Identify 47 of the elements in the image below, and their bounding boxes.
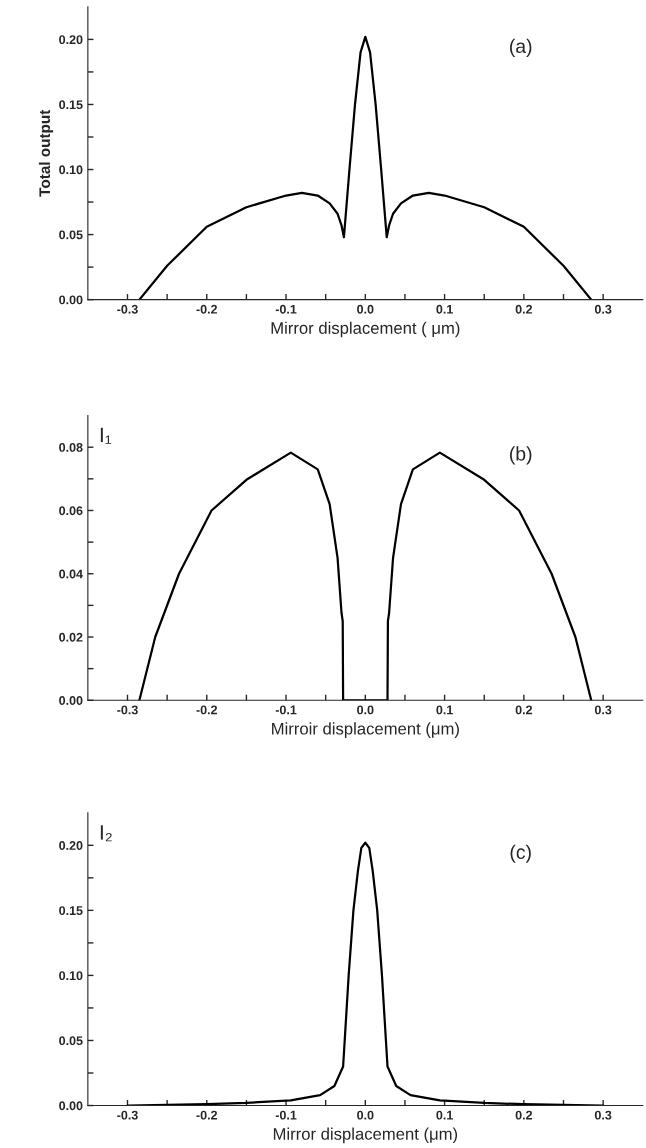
x-tick-label: 0.2 <box>515 1110 533 1120</box>
y-tick-label: 0.04 <box>59 569 83 579</box>
y-tick-label: 0.15 <box>59 100 83 110</box>
y-tick-label: 0.08 <box>59 443 83 452</box>
y-tick-label: 0.06 <box>59 506 83 516</box>
annotation: (a) <box>510 38 532 57</box>
annotation: (b) <box>510 446 532 465</box>
line-series <box>138 35 593 300</box>
line-series <box>126 841 605 1106</box>
y-tick-label: 0.15 <box>59 906 83 916</box>
x-tick-label: 0.0 <box>357 304 374 314</box>
y-tick-label: 0.05 <box>59 1036 83 1046</box>
y-tick-label: 0.00 <box>59 1101 83 1111</box>
x-axis-title: Mirroir displacement (μm) <box>272 722 459 738</box>
x-tick-label: -0.1 <box>275 304 297 314</box>
x-axis-title: Mirror displacement (μm) <box>273 1127 458 1144</box>
x-tick-label: -0.2 <box>196 304 218 314</box>
y-tick-label: 0.20 <box>59 35 83 45</box>
x-tick-label: 0.0 <box>357 705 374 715</box>
x-tick-label: -0.2 <box>196 705 218 715</box>
x-tick-label: -0.3 <box>117 304 138 314</box>
y-axis-title: I₂ <box>100 825 112 842</box>
annotation: (c) <box>510 844 531 863</box>
x-tick-label: -0.2 <box>196 1110 218 1120</box>
y-tick-label: 0.10 <box>59 971 83 981</box>
y-tick-label: 0.02 <box>59 632 83 642</box>
x-tick-label: -0.3 <box>117 705 138 715</box>
y-tick-label: 0.00 <box>59 295 83 305</box>
y-tick-label: 0.10 <box>59 165 83 175</box>
x-tick-label: -0.1 <box>275 705 297 715</box>
x-tick-label: 0.1 <box>436 304 453 314</box>
x-tick-label: 0.3 <box>594 1110 612 1120</box>
x-tick-label: 0.2 <box>515 304 533 314</box>
y-axis-title: Total output <box>38 109 54 197</box>
x-tick-label: -0.3 <box>117 1110 138 1120</box>
y-tick-label: 0.05 <box>59 230 83 240</box>
x-tick-label: 0.1 <box>436 1110 453 1120</box>
x-tick-label: 0.2 <box>515 705 533 715</box>
x-tick-label: -0.1 <box>275 1110 297 1120</box>
y-tick-label: 0.00 <box>59 696 83 705</box>
x-tick-label: 0.3 <box>594 304 612 314</box>
y-tick-label: 0.20 <box>59 841 83 850</box>
x-tick-label: 0.3 <box>594 705 612 715</box>
x-tick-label: 0.0 <box>357 1110 374 1120</box>
x-tick-label: 0.1 <box>436 705 453 715</box>
x-axis-title: Mirror displacement ( μm) <box>271 321 460 338</box>
y-axis-title: I₁ <box>100 427 112 444</box>
